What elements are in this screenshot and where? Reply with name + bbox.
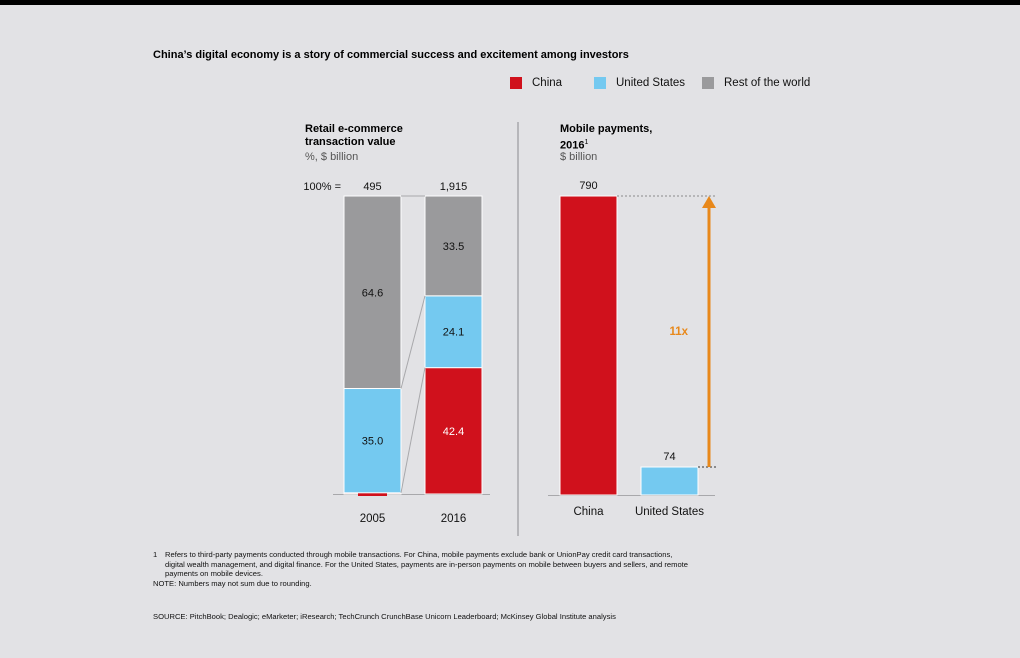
category-label-2016: 2016 [441, 513, 467, 525]
mobile-title-line-2: 20161 [560, 136, 652, 153]
legend-swatch-rest-of-world [702, 77, 714, 89]
bar-china-2016 [424, 367, 483, 495]
footnote-1: 1 Refers to third-party payments conduct… [153, 550, 688, 588]
total-label-2016: 1,915 [440, 181, 468, 193]
data-label-united-states-2016: 24.1 [443, 327, 464, 339]
category-label-china: China [573, 506, 604, 518]
retail-title-line-2: transaction value [305, 136, 396, 148]
legend-swatch-united-states [594, 77, 606, 89]
legend-item-rest-of-world: Rest of the world [702, 77, 810, 89]
bar-united-states-2005 [343, 388, 402, 494]
source-note: SOURCE: PitchBook; Dealogic; eMarketer; … [153, 612, 616, 621]
top-border [0, 0, 1020, 5]
connector-china-top [400, 367, 426, 493]
category-label-2005: 2005 [360, 513, 386, 525]
legend-label-china: China [532, 77, 563, 89]
legend-label-rest-of-world: Rest of the world [724, 77, 811, 89]
mobile-payments-chart: 790 China 74 United States 11x [548, 180, 716, 518]
figure-title: China’s digital economy is a story of co… [153, 49, 629, 61]
bar-mobile-china [559, 195, 618, 496]
footnote-1-line-3: payments on mobile devices. [165, 569, 263, 578]
data-label-rest-of-the-world-2016: 33.5 [443, 241, 464, 253]
mobile-chart-unit: $ billion [560, 151, 598, 163]
multiplier-label: 11x [669, 326, 688, 338]
footnote-1-line-2: digital wealth management, and digital f… [165, 559, 688, 569]
retail-ecommerce-chart: <1.035.064.6495200542.424.133.51,9152016… [303, 181, 490, 525]
retail-chart-unit: %, $ billion [305, 151, 359, 163]
bar-rest-of-the-world-2016 [424, 195, 483, 297]
data-label-china-2016: 42.4 [443, 426, 464, 438]
legend-label-united-states: United States [616, 77, 686, 89]
connector-us-top [400, 295, 426, 389]
bar-united-states-2016 [424, 295, 483, 369]
value-label-china: 790 [579, 180, 597, 192]
legend-swatch-china [510, 77, 522, 89]
mobile-title-footnote-mark: 1 [584, 139, 589, 146]
mobile-title-year: 2016 [560, 139, 585, 152]
data-label-united-states-2005: 35.0 [362, 436, 383, 448]
mobile-chart-title: Mobile payments, 20161 [560, 123, 652, 153]
mobile-title-line-1: Mobile payments, [560, 123, 653, 135]
bar-mobile-united-states [640, 466, 699, 496]
retail-title-line-1: Retail e-commerce [305, 123, 403, 135]
footnote-1-number: 1 [153, 550, 158, 559]
bar-rest-of-the-world-2005 [343, 195, 402, 390]
retail-chart-title: Retail e-commerce transaction value [305, 123, 403, 149]
rounding-note: NOTE: Numbers may not sum due to roundin… [153, 578, 312, 588]
total-label-2005: 495 [363, 181, 381, 193]
legend-item-china: China [510, 77, 562, 89]
multiplier-arrow-head [702, 196, 716, 208]
footnote-1-line-1: Refers to third-party payments conducted… [165, 550, 673, 559]
category-label-united-states: United States [635, 506, 704, 518]
legend-item-united-states: United States [594, 77, 685, 89]
data-label-rest-of-the-world-2005: 64.6 [362, 287, 383, 299]
total-prefix-label: 100% = [303, 181, 341, 193]
value-label-united-states: 74 [663, 451, 675, 463]
